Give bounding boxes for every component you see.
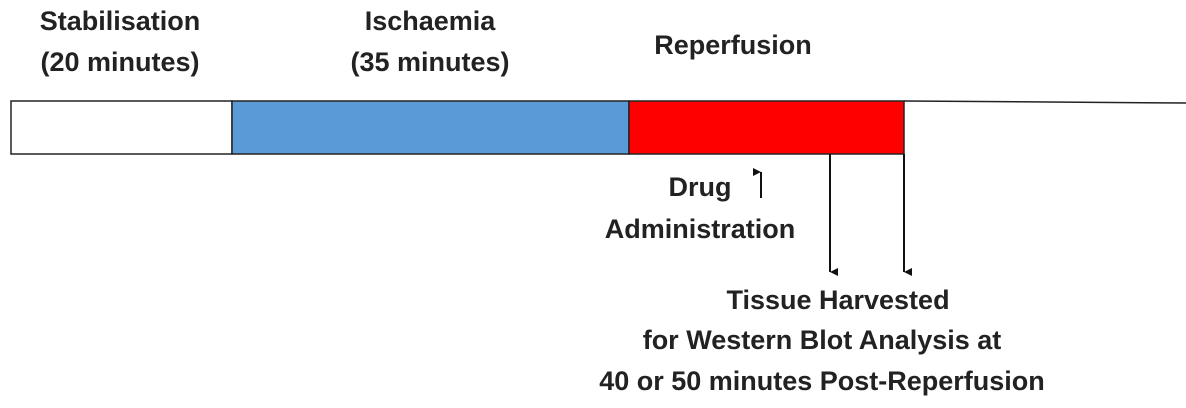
timeline-extension [903,100,1186,104]
phase-label: Ischaemia [365,6,497,36]
ischaemia-bar [231,100,630,155]
drug-label: Drug [669,172,732,202]
harvest-label: 40 or 50 minutes Post-Reperfusion [599,366,1045,396]
phase-sublabel: (35 minutes) [350,47,509,77]
phase-label: Reperfusion [654,30,812,60]
stabilisation-bar [10,100,233,155]
harvest-label: for Western Blot Analysis at [643,325,1002,355]
harvest-label: Tissue Harvested [726,285,949,315]
drug-label: Administration [605,214,796,244]
phase-label: Stabilisation [40,6,201,36]
phase-sublabel: (20 minutes) [40,47,199,77]
reperfusion-bar [628,100,905,155]
